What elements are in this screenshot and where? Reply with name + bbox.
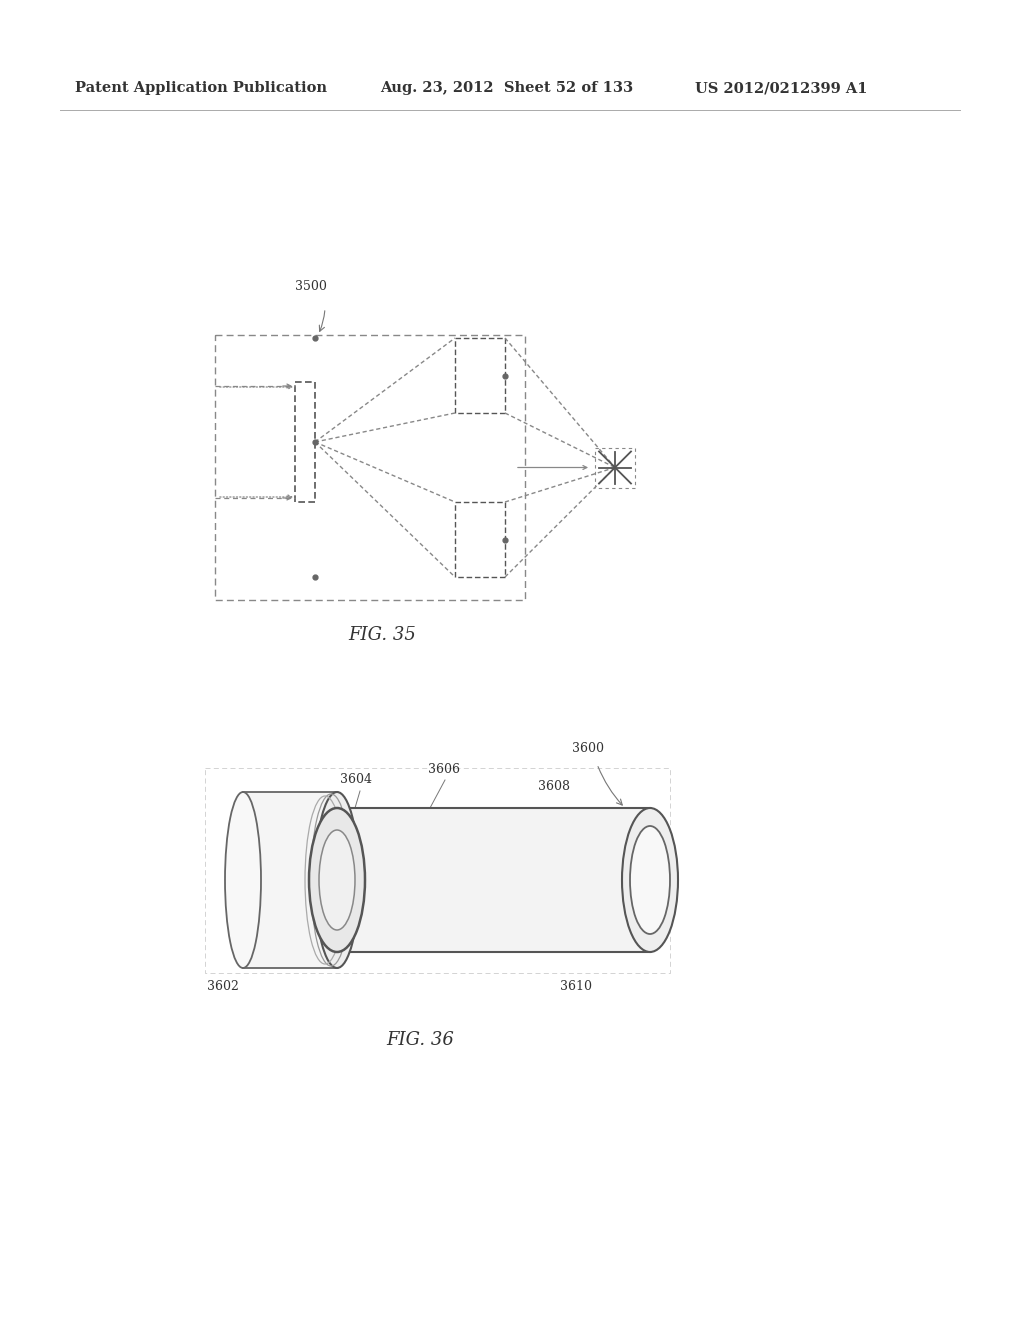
Ellipse shape	[319, 830, 355, 931]
Bar	[243, 792, 338, 968]
Bar	[295, 381, 315, 502]
Ellipse shape	[315, 792, 359, 968]
Ellipse shape	[309, 808, 365, 952]
Ellipse shape	[630, 826, 670, 935]
Text: 3610: 3610	[560, 979, 592, 993]
Bar	[455, 338, 505, 413]
Text: 3602: 3602	[207, 979, 239, 993]
Text: Patent Application Publication: Patent Application Publication	[75, 81, 327, 95]
Bar	[595, 447, 635, 487]
Text: 3606: 3606	[428, 763, 460, 776]
Bar	[205, 768, 670, 973]
Text: Aug. 23, 2012  Sheet 52 of 133: Aug. 23, 2012 Sheet 52 of 133	[380, 81, 633, 95]
Bar	[455, 502, 505, 577]
Ellipse shape	[622, 808, 678, 952]
Bar	[337, 808, 650, 952]
Text: 3604: 3604	[340, 774, 372, 785]
Text: FIG. 35: FIG. 35	[348, 626, 416, 644]
Text: 3600: 3600	[572, 742, 604, 755]
Text: 3500: 3500	[295, 280, 327, 293]
Text: US 2012/0212399 A1: US 2012/0212399 A1	[695, 81, 867, 95]
Bar	[215, 335, 525, 601]
Ellipse shape	[225, 792, 261, 968]
Text: FIG. 36: FIG. 36	[386, 1031, 454, 1049]
Text: 3608: 3608	[538, 780, 570, 793]
